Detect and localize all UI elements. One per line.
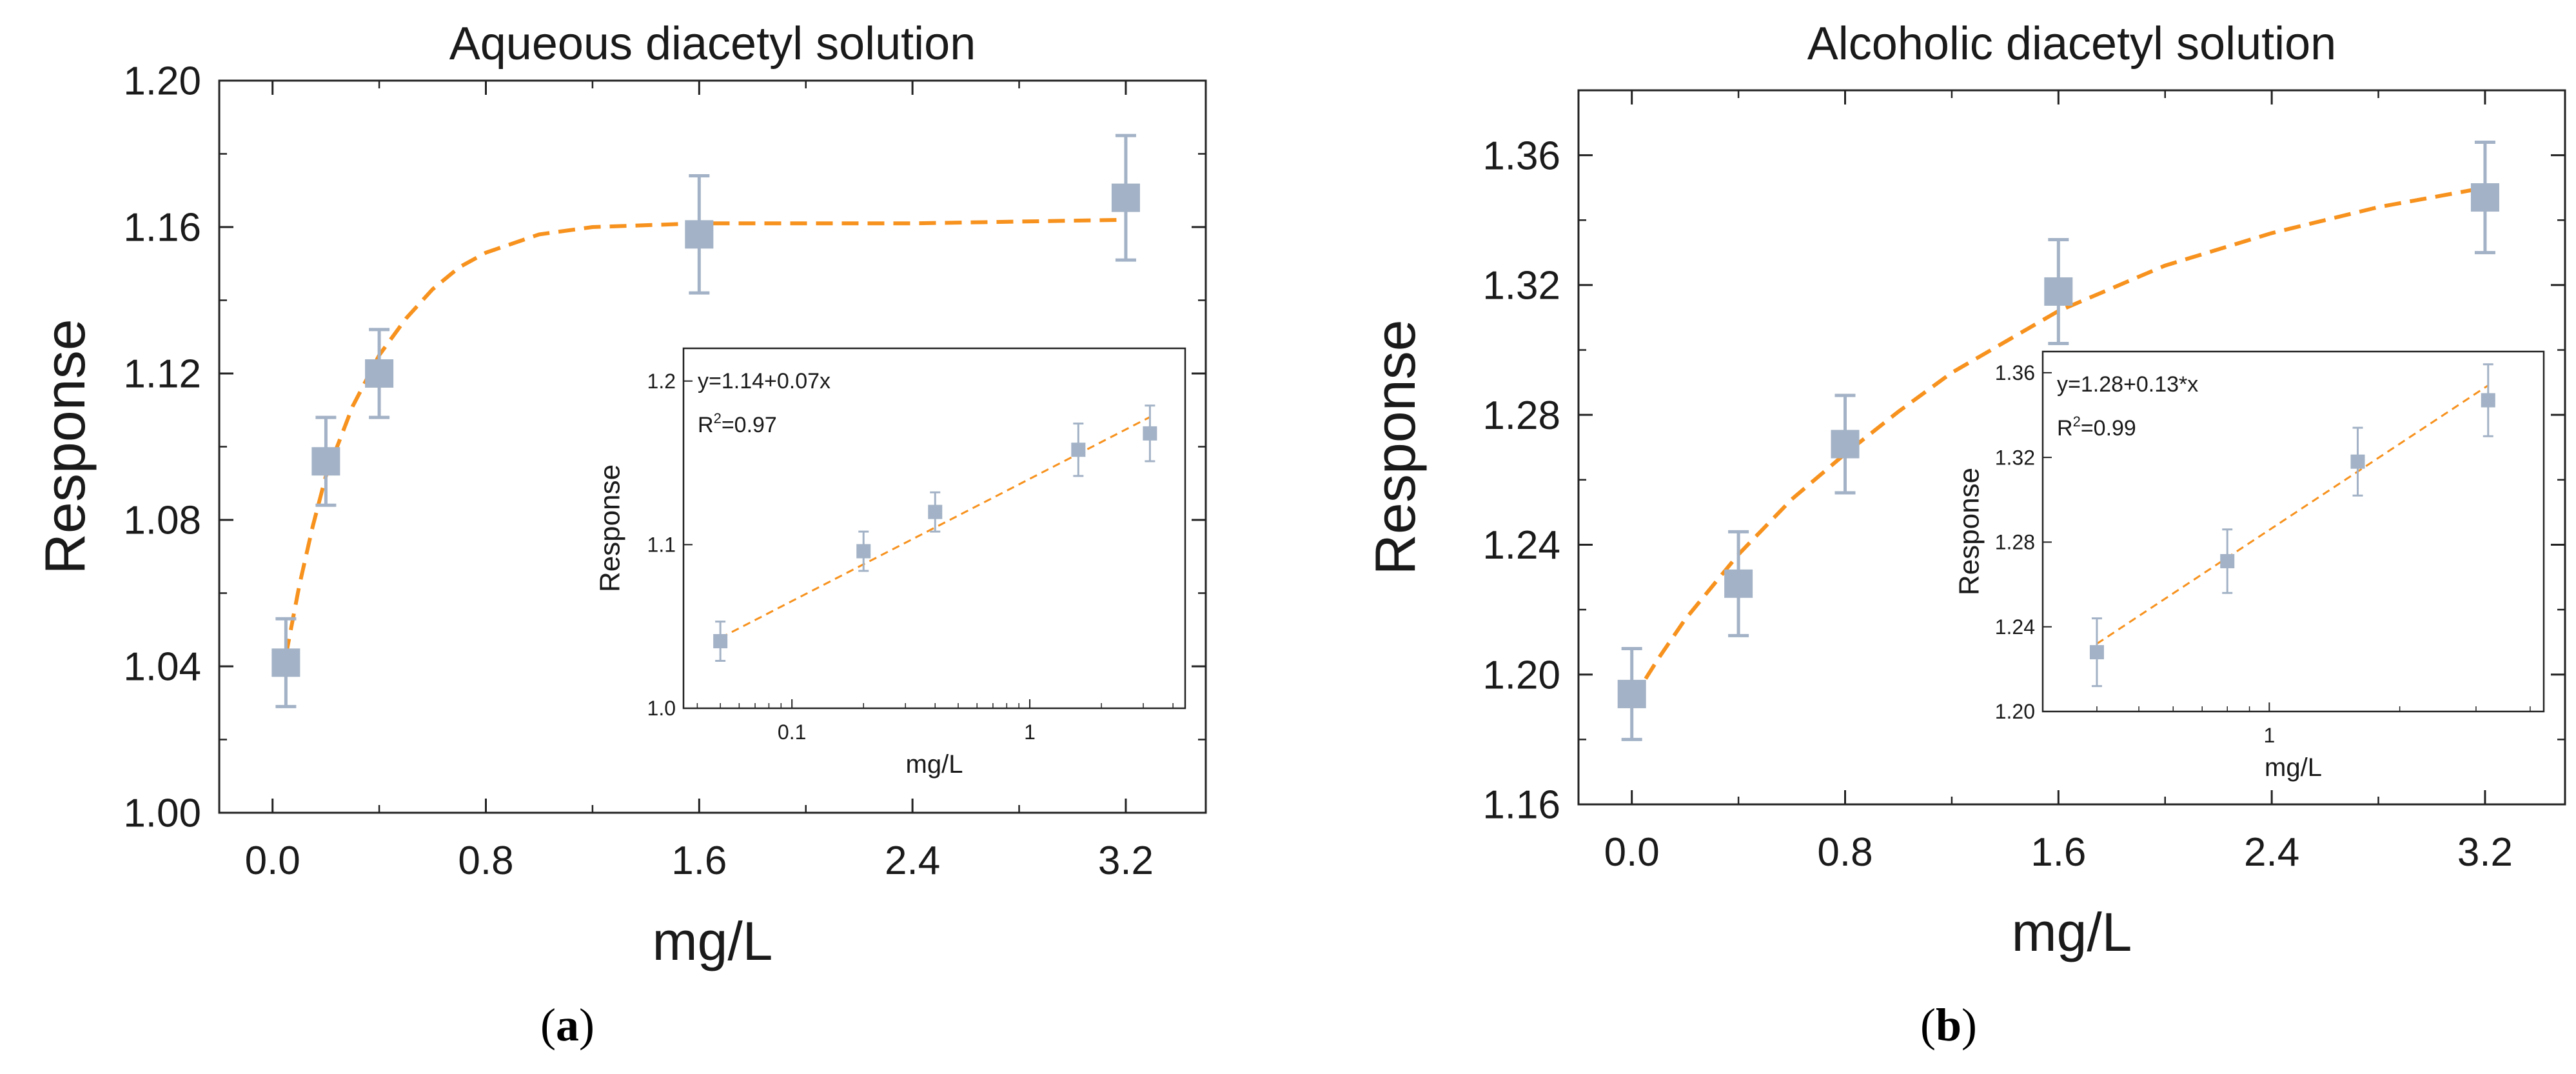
- inset-r-squared-value: =0.99: [2081, 416, 2136, 441]
- fit-curve: [1630, 186, 2486, 702]
- inset-data-point: [2089, 645, 2104, 660]
- plot-frame: [1577, 89, 2566, 806]
- inset-y-tick-label: 1.1: [647, 533, 676, 557]
- x-tick-label: 1.6: [2030, 830, 2086, 875]
- x-tick-label: 0.0: [1604, 830, 1660, 875]
- data-point: [1831, 430, 1860, 459]
- x-tick-label: 3.2: [1098, 839, 1154, 883]
- y-tick-label: 1.28: [1482, 393, 1560, 438]
- inset-data-point: [713, 634, 728, 649]
- inset-r-squared-exponent: 2: [2073, 413, 2081, 430]
- y-tick-label: 1.20: [1482, 653, 1560, 697]
- inset-y-tick-label: 1.2: [647, 370, 676, 393]
- data-point: [365, 359, 394, 388]
- data-point: [1724, 569, 1753, 598]
- x-tick-label: 2.4: [2244, 830, 2299, 875]
- inset-data-point: [2350, 454, 2365, 469]
- y-tick-label: 1.24: [1482, 523, 1560, 568]
- inset-y-tick-label: 1.28: [1995, 531, 2035, 554]
- y-axis-label: Response: [33, 319, 97, 574]
- inset-x-tick-label: 1: [1024, 721, 1036, 744]
- inset-equation: y=1.14+0.07x: [698, 369, 831, 393]
- inset-data-point: [2220, 553, 2235, 568]
- inset-y-tick-label: 1.36: [1995, 361, 2035, 384]
- x-tick-label: 3.2: [2457, 830, 2513, 875]
- x-axis-label: mg/L: [653, 911, 773, 971]
- y-tick-label: 1.16: [123, 206, 201, 250]
- x-tick-label: 1.6: [671, 839, 727, 883]
- inset-plot: 1.0 1.1 1.2 0.1 1 mg/L Response y=1.14+0.07x R2=…: [594, 347, 1186, 779]
- inset-data-point: [856, 544, 871, 559]
- inset-y-tick-label: 1.24: [1995, 615, 2035, 639]
- chart-alcoholic: Alcoholic diacetyl solution Response mg/L 0…: [1363, 18, 2566, 962]
- chart-aqueous: Aqueous diacetyl solution Response mg/L 0.0…: [33, 18, 1207, 971]
- y-tick-label: 1.08: [123, 499, 201, 543]
- data-point: [685, 220, 714, 249]
- inset-frame: [2041, 350, 2545, 713]
- inset-y-tick-label: 1.32: [1995, 446, 2035, 469]
- inset-y-tick-label: 1.0: [647, 697, 676, 720]
- inset-x-axis-label: mg/L: [906, 750, 963, 779]
- inset-data-point: [928, 504, 943, 519]
- inset-data-point: [2481, 393, 2495, 408]
- y-tick-label: 1.16: [1482, 783, 1560, 828]
- y-tick-label: 1.32: [1482, 264, 1560, 308]
- chart-title: Alcoholic diacetyl solution: [1807, 18, 2336, 70]
- inset-r-squared: R2=0.99: [2057, 413, 2136, 441]
- inset-r-squared-value: =0.97: [722, 413, 777, 437]
- y-tick-label: 1.04: [123, 645, 201, 690]
- inset-plot: 1.20 1.24 1.28 1.32 1.36 1 mg/L Response y=1.28+…: [1953, 350, 2545, 782]
- inset-y-tick-label: 1.20: [1995, 700, 2035, 723]
- data-point: [1111, 183, 1140, 212]
- inset-x-tick-label: 1: [2263, 724, 2275, 747]
- inset-y-axis-label: Response: [594, 464, 625, 592]
- y-tick-label: 1.20: [123, 59, 201, 104]
- x-tick-label: 0.8: [458, 839, 513, 883]
- panel-label-b: (b): [1920, 999, 1978, 1051]
- chart-title: Aqueous diacetyl solution: [449, 18, 976, 70]
- y-axis-label: Response: [1363, 319, 1427, 575]
- y-tick-label: 1.00: [123, 791, 201, 836]
- data-point: [271, 648, 300, 677]
- data-point: [311, 447, 340, 476]
- y-tick-label: 1.36: [1482, 134, 1560, 178]
- panel-label-a: (a): [540, 999, 595, 1051]
- fit-curve: [284, 217, 1126, 656]
- x-tick-label: 0.8: [1817, 830, 1873, 875]
- inset-r-squared: R2=0.97: [698, 410, 777, 437]
- inset-x-tick-label: 0.1: [778, 721, 806, 744]
- inset-r-squared-exponent: 2: [714, 410, 722, 426]
- inset-fit-line: [2096, 384, 2489, 645]
- x-tick-label: 0.0: [245, 839, 300, 883]
- data-point: [2044, 277, 2073, 306]
- x-tick-label: 2.4: [885, 839, 940, 883]
- y-tick-label: 1.12: [123, 352, 201, 397]
- inset-y-axis-label: Response: [1953, 468, 1985, 595]
- inset-data-point: [1143, 426, 1157, 441]
- inset-x-axis-label: mg/L: [2265, 753, 2322, 782]
- inset-data-point: [1071, 443, 1086, 457]
- data-point: [1617, 679, 1646, 708]
- data-point: [2470, 183, 2499, 212]
- inset-equation: y=1.28+0.13*x: [2057, 372, 2198, 397]
- x-axis-label: mg/L: [2012, 902, 2132, 962]
